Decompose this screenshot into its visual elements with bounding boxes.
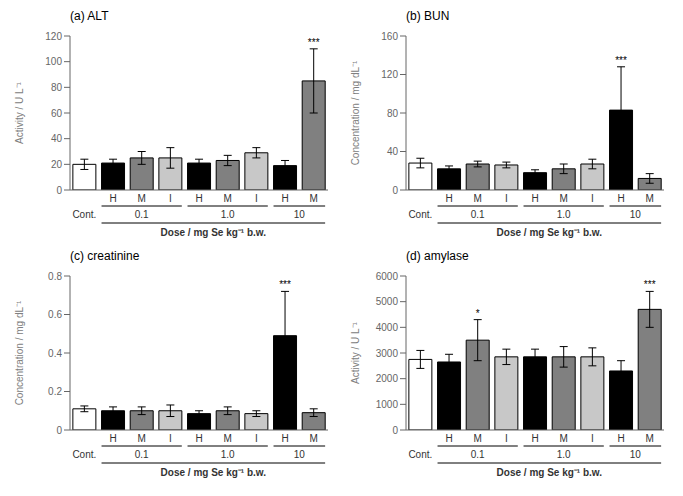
svg-text:***: *** (279, 279, 291, 290)
svg-text:10: 10 (294, 209, 306, 220)
svg-text:2000: 2000 (376, 373, 399, 384)
svg-text:1.0: 1.0 (221, 209, 235, 220)
svg-text:M: M (559, 193, 567, 204)
svg-text:80: 80 (387, 108, 399, 119)
svg-text:0.1: 0.1 (471, 449, 485, 460)
svg-text:Cont.: Cont. (408, 209, 432, 220)
svg-text:Activity / U L⁻¹: Activity / U L⁻¹ (14, 81, 25, 144)
svg-text:H: H (445, 433, 452, 444)
svg-text:I: I (255, 433, 258, 444)
svg-text:120: 120 (45, 31, 62, 42)
svg-text:0.1: 0.1 (471, 209, 485, 220)
svg-text:0: 0 (56, 425, 62, 436)
svg-text:Dose / mg Se kg⁻¹ b.w.: Dose / mg Se kg⁻¹ b.w. (161, 227, 267, 238)
svg-text:100: 100 (45, 56, 62, 67)
svg-text:M: M (473, 433, 481, 444)
svg-text:M: M (223, 433, 231, 444)
svg-text:5000: 5000 (376, 296, 399, 307)
svg-text:H: H (281, 433, 288, 444)
svg-text:H: H (281, 193, 288, 204)
svg-text:0.4: 0.4 (48, 348, 62, 359)
svg-text:M: M (223, 193, 231, 204)
svg-text:H: H (531, 193, 538, 204)
svg-text:20: 20 (51, 159, 63, 170)
svg-text:I: I (591, 193, 594, 204)
svg-text:H: H (617, 193, 624, 204)
svg-text:Activity / U L⁻¹: Activity / U L⁻¹ (350, 321, 361, 384)
html-text:(c) creatinine: (c) creatinine (70, 249, 140, 263)
svg-text:Concentration / mg dL⁻¹: Concentration / mg dL⁻¹ (14, 300, 25, 405)
svg-text:*: * (476, 308, 480, 319)
svg-text:Cont.: Cont. (72, 209, 96, 220)
svg-text:***: *** (644, 279, 656, 290)
svg-text:4000: 4000 (376, 322, 399, 333)
svg-text:M: M (137, 433, 145, 444)
svg-text:Dose / mg Se kg⁻¹ b.w.: Dose / mg Se kg⁻¹ b.w. (161, 467, 267, 478)
svg-text:H: H (109, 193, 116, 204)
svg-text:10: 10 (630, 209, 642, 220)
svg-text:H: H (445, 193, 452, 204)
svg-text:I: I (591, 433, 594, 444)
svg-text:H: H (109, 433, 116, 444)
svg-text:60: 60 (51, 108, 63, 119)
svg-text:M: M (645, 193, 653, 204)
svg-text:10: 10 (294, 449, 306, 460)
svg-text:0: 0 (56, 185, 62, 196)
svg-text:1.0: 1.0 (557, 449, 571, 460)
svg-text:Concentration / mg dL⁻¹: Concentration / mg dL⁻¹ (350, 60, 361, 165)
svg-text:Cont.: Cont. (72, 449, 96, 460)
html-text:(b) BUN: (b) BUN (406, 9, 450, 23)
svg-text:0: 0 (392, 185, 398, 196)
svg-text:M: M (473, 193, 481, 204)
svg-text:I: I (255, 193, 258, 204)
svg-text:M: M (137, 193, 145, 204)
svg-text:I: I (169, 433, 172, 444)
svg-text:M: M (309, 193, 317, 204)
svg-text:M: M (309, 433, 317, 444)
svg-text:0.1: 0.1 (135, 209, 149, 220)
svg-text:0.2: 0.2 (48, 386, 62, 397)
svg-text:I: I (505, 193, 508, 204)
svg-text:0: 0 (392, 425, 398, 436)
svg-text:160: 160 (381, 31, 398, 42)
svg-text:Cont.: Cont. (408, 449, 432, 460)
svg-text:Dose / mg Se kg⁻¹ b.w.: Dose / mg Se kg⁻¹ b.w. (497, 227, 603, 238)
svg-text:10: 10 (630, 449, 642, 460)
svg-text:M: M (559, 433, 567, 444)
svg-text:1000: 1000 (376, 399, 399, 410)
svg-text:***: *** (615, 55, 627, 66)
svg-text:I: I (169, 193, 172, 204)
svg-text:0.6: 0.6 (48, 309, 62, 320)
svg-text:40: 40 (387, 146, 399, 157)
svg-text:120: 120 (381, 69, 398, 80)
svg-text:Dose / mg Se kg⁻¹ b.w.: Dose / mg Se kg⁻¹ b.w. (497, 467, 603, 478)
svg-text:0.8: 0.8 (48, 271, 62, 282)
svg-text:***: *** (308, 37, 320, 48)
svg-text:I: I (505, 433, 508, 444)
svg-text:6000: 6000 (376, 271, 399, 282)
svg-text:3000: 3000 (376, 348, 399, 359)
html-text:(a) ALT: (a) ALT (70, 9, 109, 23)
svg-text:M: M (645, 433, 653, 444)
svg-text:H: H (195, 193, 202, 204)
svg-text:H: H (617, 433, 624, 444)
svg-text:1.0: 1.0 (221, 449, 235, 460)
svg-text:1.0: 1.0 (557, 209, 571, 220)
svg-text:H: H (195, 433, 202, 444)
html-text:(d) amylase: (d) amylase (406, 249, 469, 263)
svg-text:80: 80 (51, 82, 63, 93)
svg-text:40: 40 (51, 133, 63, 144)
svg-text:H: H (531, 433, 538, 444)
svg-text:0.1: 0.1 (135, 449, 149, 460)
